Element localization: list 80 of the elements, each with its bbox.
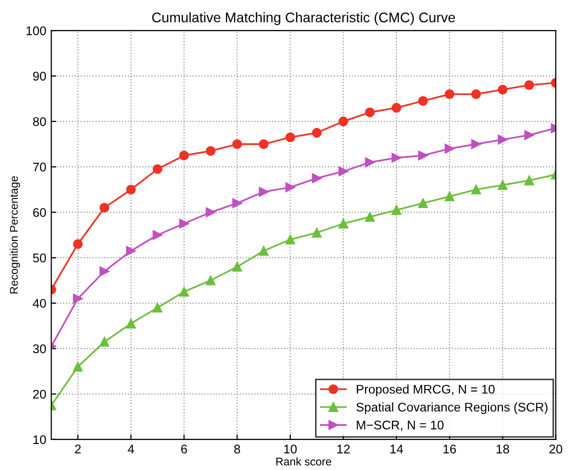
point [524, 80, 534, 90]
point [179, 218, 189, 229]
point [524, 130, 534, 140]
point [471, 139, 481, 149]
x-axis-title: Rank score [276, 457, 332, 466]
point [418, 150, 428, 160]
point [418, 198, 428, 208]
y-tick-label: 60 [33, 208, 46, 217]
point [100, 202, 110, 213]
point [365, 157, 375, 168]
x-tick-label: 12 [337, 444, 350, 454]
y-tick-label: 40 [32, 298, 46, 308]
point [471, 184, 481, 194]
point [338, 116, 348, 126]
point [338, 218, 348, 229]
y-tick-label: 50 [33, 254, 46, 262]
point [100, 266, 110, 276]
x-tick-label: 20 [549, 444, 562, 454]
y-tick-label: 20 [33, 390, 46, 399]
point [524, 176, 534, 186]
y-tick-label: 80 [33, 117, 46, 126]
y-tick-label: 90 [33, 72, 46, 81]
point [498, 180, 508, 190]
point [232, 198, 242, 208]
x-tick-label: 8 [234, 444, 240, 454]
point [285, 132, 296, 142]
chart-title: Cumulative Matching Characteristic (CMC) Curve [152, 12, 455, 26]
point [471, 89, 481, 100]
point [206, 146, 216, 156]
y-axis-title: Recognition Percentage [10, 176, 20, 294]
point [312, 128, 322, 138]
legend-label: M−SCR, N = 10 [356, 420, 444, 431]
point [444, 144, 454, 154]
point [258, 186, 269, 197]
x-tick-label: 16 [444, 444, 456, 454]
point [72, 239, 83, 249]
point [365, 212, 375, 222]
point [206, 276, 216, 286]
x-tick-label: 4 [128, 444, 134, 454]
x-tick-label: 10 [284, 444, 297, 454]
x-tick-label: 18 [496, 444, 510, 454]
point [418, 96, 428, 106]
point [179, 150, 189, 160]
point [392, 205, 402, 215]
y-tick-label: 30 [33, 344, 46, 354]
point [392, 152, 402, 163]
y-tick-label: 70 [33, 162, 46, 172]
point [100, 336, 110, 347]
point [72, 362, 83, 372]
point [498, 134, 508, 144]
point [152, 230, 162, 240]
y-tick-label: 100 [26, 26, 46, 36]
legend-label: Proposed MRCG, N = 10 [356, 384, 495, 396]
point [232, 262, 242, 272]
point [126, 318, 136, 328]
point [444, 89, 454, 100]
point [365, 107, 375, 118]
point [152, 164, 162, 174]
point [312, 173, 322, 184]
point [206, 207, 216, 218]
point [72, 294, 83, 304]
x-tick-label: 6 [181, 444, 187, 454]
point [338, 166, 348, 176]
point [258, 246, 269, 256]
point [285, 182, 296, 192]
point [126, 184, 136, 194]
point [232, 139, 242, 149]
x-tick-label: 14 [390, 444, 404, 454]
x-tick-label: 2 [75, 444, 81, 454]
point [392, 102, 402, 113]
point [498, 84, 508, 94]
point [179, 286, 189, 297]
point [312, 228, 322, 238]
point [285, 234, 296, 244]
y-tick-label: 10 [33, 435, 46, 444]
point [152, 302, 162, 313]
point [444, 192, 454, 202]
point [258, 139, 269, 149]
legend-label: Spatial Covariance Regions (SCR) [356, 402, 548, 414]
point [126, 246, 136, 256]
